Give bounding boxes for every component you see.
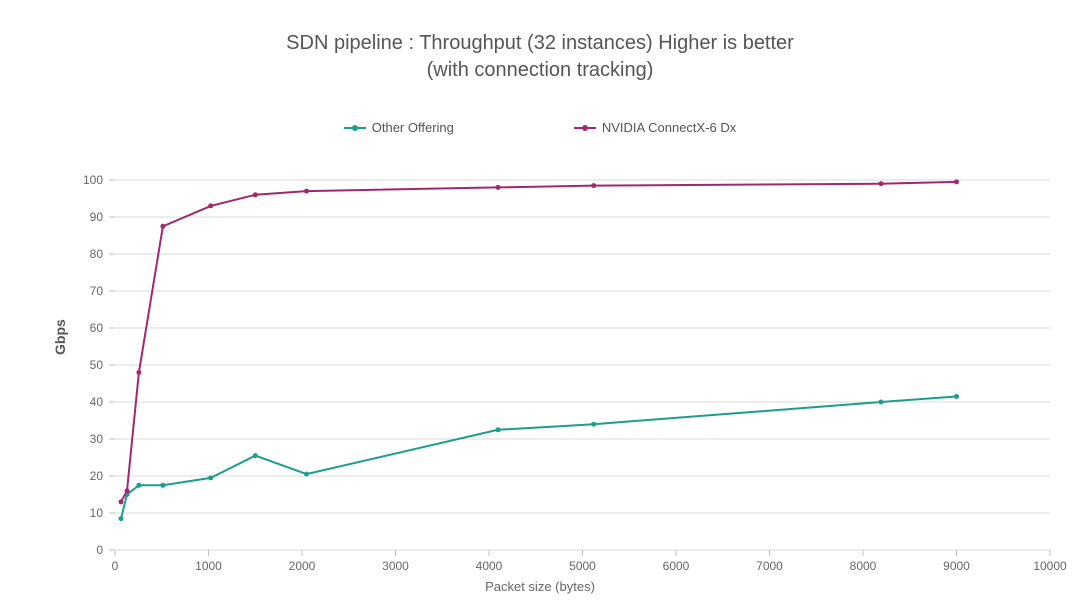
chart-title-line1: SDN pipeline : Throughput (32 instances)… xyxy=(286,32,794,54)
chart-legend: Other Offering NVIDIA ConnectX-6 Dx xyxy=(0,120,1080,135)
series-marker xyxy=(496,185,501,190)
y-tick-label: 100 xyxy=(83,173,103,187)
throughput-chart: SDN pipeline : Throughput (32 instances)… xyxy=(0,0,1080,608)
series-marker xyxy=(160,483,165,488)
series-marker xyxy=(125,488,130,493)
y-tick-label: 60 xyxy=(90,321,104,335)
y-axis-label: Gbps xyxy=(52,319,68,355)
x-tick-label: 8000 xyxy=(850,559,877,573)
legend-item-other-offering: Other Offering xyxy=(344,120,454,135)
x-axis-label: Packet size (bytes) xyxy=(0,579,1080,594)
y-tick-label: 70 xyxy=(90,284,104,298)
series-marker xyxy=(879,400,884,405)
series-marker xyxy=(208,475,213,480)
series-marker xyxy=(879,181,884,186)
chart-title: SDN pipeline : Throughput (32 instances)… xyxy=(0,30,1080,84)
series-marker xyxy=(253,453,258,458)
plot-svg: 0102030405060708090100010002000300040005… xyxy=(115,180,1050,550)
series-marker xyxy=(954,179,959,184)
series-marker xyxy=(591,422,596,427)
y-tick-label: 80 xyxy=(90,247,104,261)
x-tick-label: 5000 xyxy=(569,559,596,573)
y-tick-label: 0 xyxy=(96,543,103,557)
y-tick-label: 50 xyxy=(90,358,104,372)
x-tick-label: 0 xyxy=(112,559,119,573)
series-marker xyxy=(160,224,165,229)
series-line xyxy=(121,182,957,502)
series-marker xyxy=(119,499,124,504)
series-marker xyxy=(304,189,309,194)
x-tick-label: 9000 xyxy=(943,559,970,573)
x-tick-label: 2000 xyxy=(289,559,316,573)
plot-area: 0102030405060708090100010002000300040005… xyxy=(115,180,1050,550)
x-tick-label: 6000 xyxy=(663,559,690,573)
y-tick-label: 90 xyxy=(90,210,104,224)
series-marker xyxy=(954,394,959,399)
series-marker xyxy=(119,516,124,521)
series-marker xyxy=(591,183,596,188)
legend-item-nvidia-connectx: NVIDIA ConnectX-6 Dx xyxy=(574,120,736,135)
series-line xyxy=(121,397,957,519)
legend-swatch-other-offering xyxy=(344,123,366,133)
x-tick-label: 4000 xyxy=(476,559,503,573)
series-marker xyxy=(136,370,141,375)
x-tick-label: 1000 xyxy=(195,559,222,573)
x-tick-label: 3000 xyxy=(382,559,409,573)
series-marker xyxy=(496,427,501,432)
series-marker xyxy=(304,472,309,477)
y-tick-label: 10 xyxy=(90,506,104,520)
y-tick-label: 40 xyxy=(90,395,104,409)
legend-label-other-offering: Other Offering xyxy=(372,120,454,135)
series-marker xyxy=(136,483,141,488)
y-tick-label: 30 xyxy=(90,432,104,446)
series-marker xyxy=(208,203,213,208)
chart-title-line2: (with connection tracking) xyxy=(427,59,654,81)
x-tick-label: 7000 xyxy=(756,559,783,573)
series-marker xyxy=(253,192,258,197)
legend-label-nvidia-connectx: NVIDIA ConnectX-6 Dx xyxy=(602,120,736,135)
y-tick-label: 20 xyxy=(90,469,104,483)
legend-swatch-nvidia-connectx xyxy=(574,123,596,133)
x-tick-label: 10000 xyxy=(1033,559,1067,573)
